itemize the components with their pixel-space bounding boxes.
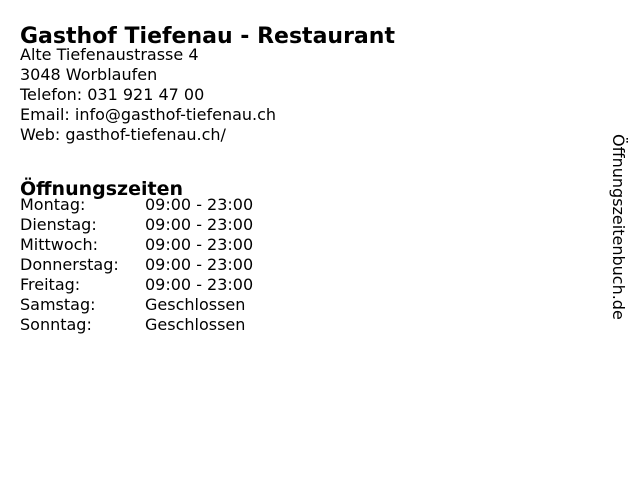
web-line: Web: gasthof-tiefenau.ch/ xyxy=(20,125,226,144)
address-street: Alte Tiefenaustrasse 4 xyxy=(20,45,199,64)
hours-value: Geschlossen xyxy=(145,295,246,314)
day-label: Freitag: xyxy=(20,275,81,294)
table-row-monday: Montag: 09:00 - 23:00 xyxy=(20,195,253,215)
hours-value: Geschlossen xyxy=(145,315,246,334)
email-line: Email: info@gasthof-tiefenau.ch xyxy=(20,105,277,124)
table-row-saturday: Samstag: Geschlossen xyxy=(20,295,253,315)
table-row-tuesday: Dienstag: 09:00 - 23:00 xyxy=(20,215,253,235)
day-label: Dienstag: xyxy=(20,215,97,234)
opening-hours-heading: Öffnungszeiten xyxy=(20,177,183,200)
page-title: Gasthof Tiefenau - Restaurant xyxy=(20,23,395,49)
day-label: Donnerstag: xyxy=(20,255,119,274)
table-row-thursday: Donnerstag: 09:00 - 23:00 xyxy=(20,255,253,275)
day-label: Sonntag: xyxy=(20,315,92,334)
table-row-friday: Freitag: 09:00 - 23:00 xyxy=(20,275,253,295)
day-label: Mittwoch: xyxy=(20,235,98,254)
day-label: Montag: xyxy=(20,195,86,214)
table-row-sunday: Sonntag: Geschlossen xyxy=(20,315,253,335)
day-label: Samstag: xyxy=(20,295,96,314)
hours-value: 09:00 - 23:00 xyxy=(145,235,254,254)
table-row-wednesday: Mittwoch: 09:00 - 23:00 xyxy=(20,235,253,255)
opening-hours-table: Montag: 09:00 - 23:00 Dienstag: 09:00 - … xyxy=(20,195,253,335)
phone-line: Telefon: 031 921 47 00 xyxy=(20,85,205,104)
hours-value: 09:00 - 23:00 xyxy=(145,195,254,214)
hours-value: 09:00 - 23:00 xyxy=(145,275,254,294)
address-city: 3048 Worblaufen xyxy=(20,65,158,84)
hours-value: 09:00 - 23:00 xyxy=(145,215,254,234)
hours-value: 09:00 - 23:00 xyxy=(145,255,254,274)
contact-info-block: Alte Tiefenaustrasse 4 3048 Worblaufen T… xyxy=(20,45,276,145)
watermark-oeffnungszeitenbuch: Öffnungszeitenbuch.de xyxy=(609,134,628,320)
